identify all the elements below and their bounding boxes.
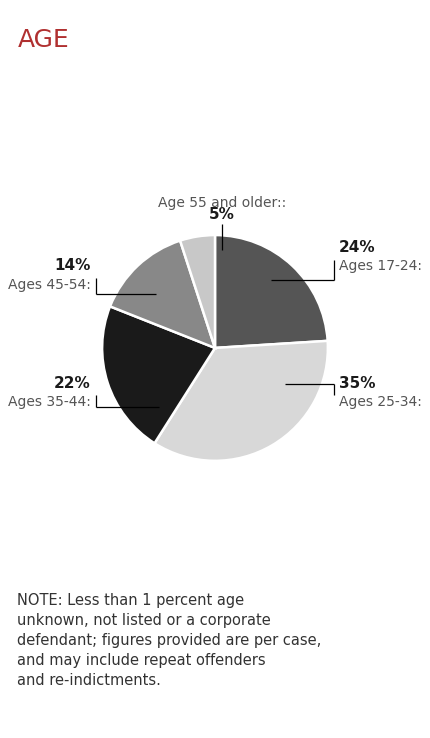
Text: Ages 35-44:: Ages 35-44: [8, 395, 91, 409]
Wedge shape [110, 241, 215, 348]
Text: 5%: 5% [209, 207, 235, 221]
Wedge shape [102, 306, 215, 444]
Text: Ages 45-54:: Ages 45-54: [8, 277, 91, 292]
Text: Age 55 and older::: Age 55 and older:: [158, 196, 286, 210]
Text: NOTE: Less than 1 percent age
unknown, not listed or a corporate
defendant; figu: NOTE: Less than 1 percent age unknown, n… [17, 593, 322, 688]
Text: 22%: 22% [54, 376, 91, 391]
Wedge shape [154, 341, 328, 461]
Text: 14%: 14% [55, 258, 91, 274]
Text: 35%: 35% [339, 376, 376, 391]
Wedge shape [215, 235, 328, 348]
Wedge shape [180, 235, 215, 348]
Text: Ages 25-34:: Ages 25-34: [339, 395, 422, 409]
Text: Ages 17-24:: Ages 17-24: [339, 260, 422, 274]
Text: AGE: AGE [18, 28, 70, 52]
Text: 24%: 24% [339, 241, 376, 255]
